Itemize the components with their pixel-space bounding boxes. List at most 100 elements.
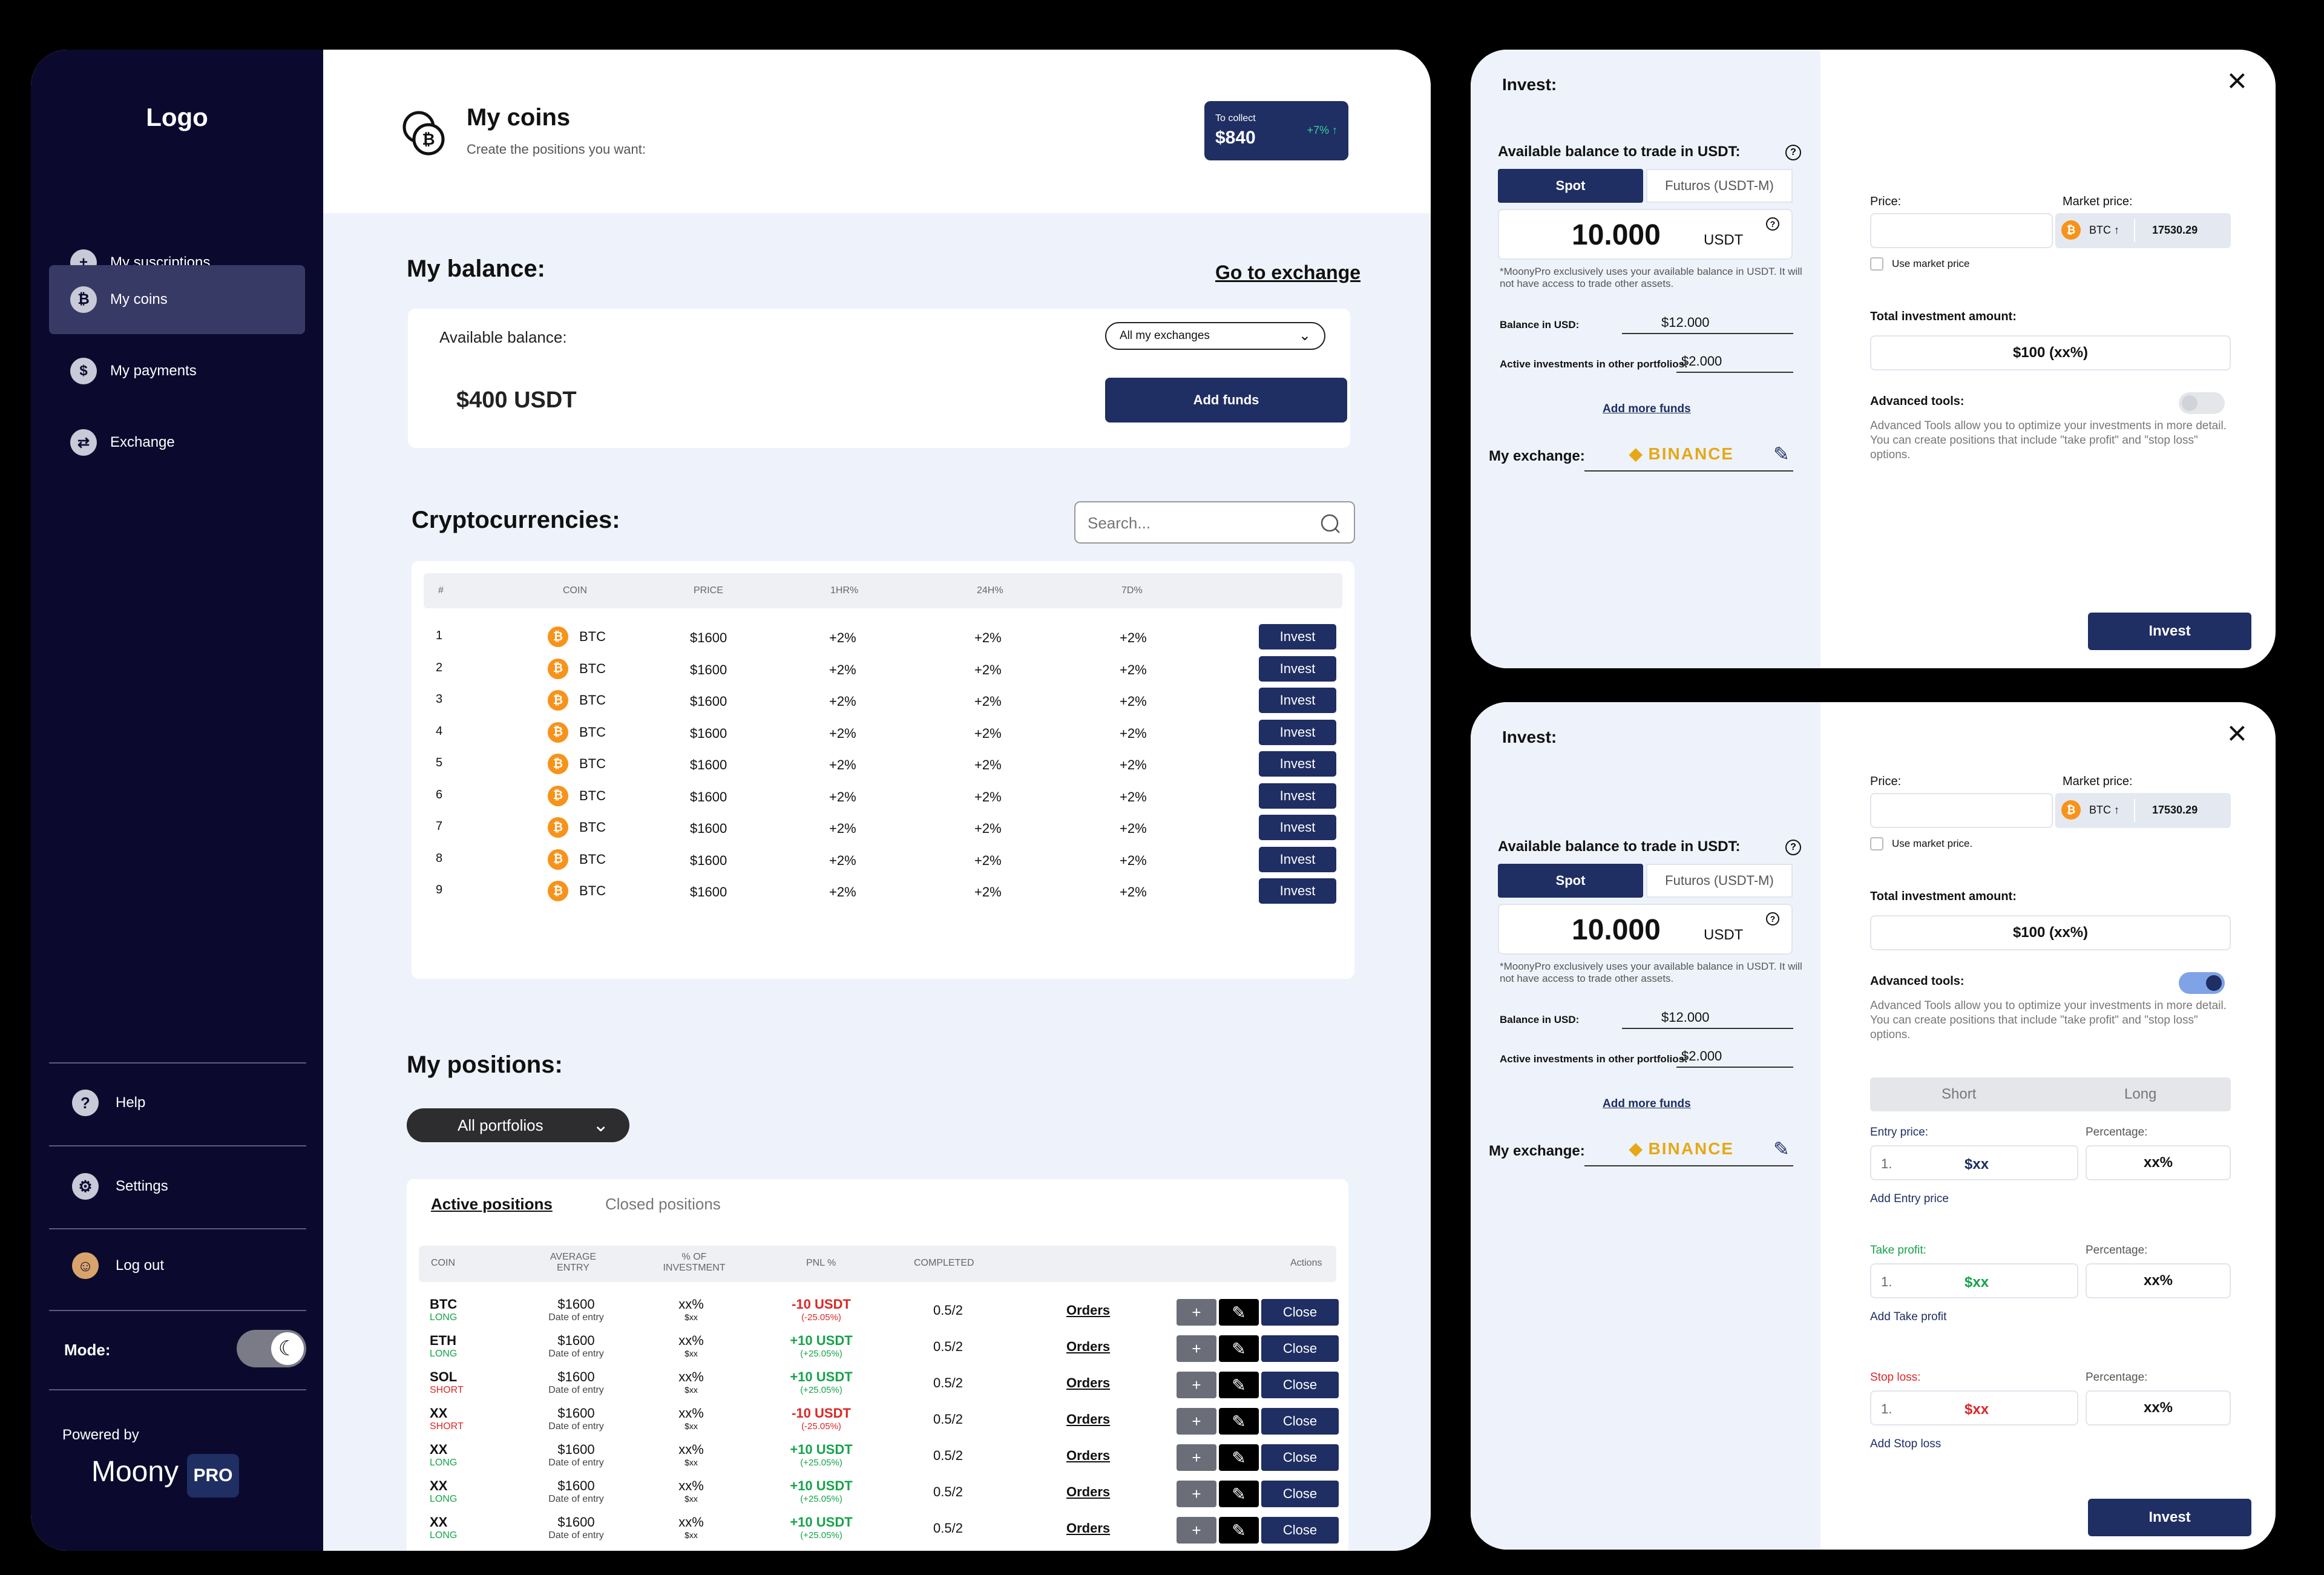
stop-loss-price-input[interactable]: 1. $xx xyxy=(1870,1390,2078,1425)
change-1h: +2% xyxy=(829,884,856,899)
invest-button[interactable]: Invest xyxy=(1259,624,1336,649)
go-to-exchange-link[interactable]: Go to exchange xyxy=(1215,261,1361,283)
tab-spot[interactable]: Spot xyxy=(1498,169,1643,203)
orders-link[interactable]: Orders xyxy=(1066,1521,1111,1536)
mode-label: Mode: xyxy=(64,1341,111,1359)
search-box[interactable] xyxy=(1074,501,1355,544)
total-investment-input[interactable]: $100 (xx%) xyxy=(1870,335,2231,370)
edit-button[interactable]: ✎ xyxy=(1219,1335,1259,1362)
close-position-button[interactable]: Close xyxy=(1261,1299,1339,1326)
pencil-icon: ✎ xyxy=(1232,1375,1246,1395)
add-button[interactable]: + xyxy=(1177,1517,1216,1544)
edit-button[interactable]: ✎ xyxy=(1219,1372,1259,1398)
add-funds-button[interactable]: Add funds xyxy=(1105,378,1347,423)
orders-link[interactable]: Orders xyxy=(1066,1375,1111,1390)
orders-link[interactable]: Orders xyxy=(1066,1412,1111,1427)
invest-button[interactable]: Invest xyxy=(2088,613,2251,650)
row-number: 8 xyxy=(436,851,443,865)
add-button[interactable]: + xyxy=(1177,1481,1216,1507)
take-profit-price-input[interactable]: 1. $xx xyxy=(1870,1263,2078,1298)
close-position-button[interactable]: Close xyxy=(1261,1372,1339,1398)
price-input[interactable] xyxy=(1870,793,2053,828)
invest-button[interactable]: Invest xyxy=(1259,719,1336,745)
advanced-tools-toggle[interactable] xyxy=(2179,972,2225,994)
add-button[interactable]: + xyxy=(1177,1299,1216,1326)
invest-button[interactable]: Invest xyxy=(1259,688,1336,713)
tab-spot[interactable]: Spot xyxy=(1498,864,1643,898)
mode-toggle[interactable]: ☾ xyxy=(237,1330,306,1367)
add-button[interactable]: + xyxy=(1177,1408,1216,1435)
divider xyxy=(49,1145,306,1146)
edit-button[interactable]: ✎ xyxy=(1219,1517,1259,1544)
change-1h: +2% xyxy=(829,757,856,772)
orders-link[interactable]: Orders xyxy=(1066,1448,1111,1463)
value-placeholder: $xx xyxy=(1965,1156,1989,1172)
position-pnl-percent: (+25.05%) xyxy=(800,1349,842,1359)
edit-button[interactable]: ✎ xyxy=(1219,1444,1259,1471)
orders-link[interactable]: Orders xyxy=(1066,1303,1111,1318)
invest-button[interactable]: Invest xyxy=(1259,878,1336,904)
modal-title: Invest: xyxy=(1502,75,1557,94)
add-stop-loss-link[interactable]: Add Stop loss xyxy=(1870,1438,1942,1450)
edit-button[interactable]: ✎ xyxy=(1219,1481,1259,1507)
add-button[interactable]: + xyxy=(1177,1335,1216,1362)
invest-button[interactable]: Invest xyxy=(1259,815,1336,840)
add-button[interactable]: + xyxy=(1177,1444,1216,1471)
add-more-funds-link[interactable]: Add more funds xyxy=(1603,1097,1691,1110)
position-percent: xx% xyxy=(678,1406,704,1421)
logout-link[interactable]: ☺ Log out xyxy=(72,1252,164,1279)
col-header: 7D% xyxy=(1121,585,1143,596)
tab-futures[interactable]: Futuros (USDT-M) xyxy=(1646,864,1793,898)
advanced-tools-toggle[interactable] xyxy=(2179,392,2225,414)
close-icon[interactable]: × xyxy=(2227,61,2247,99)
total-investment-input[interactable]: $100 (xx%) xyxy=(1870,915,2231,950)
take-profit-percent-input[interactable]: xx% xyxy=(2086,1263,2231,1298)
underline xyxy=(1584,1165,1793,1166)
add-take-profit-link[interactable]: Add Take profit xyxy=(1870,1310,1947,1323)
orders-link[interactable]: Orders xyxy=(1066,1339,1111,1354)
add-button[interactable]: + xyxy=(1177,1372,1216,1398)
use-market-checkbox[interactable] xyxy=(1870,837,1883,850)
invest-button[interactable]: Invest xyxy=(1259,751,1336,777)
tab-futures[interactable]: Futuros (USDT-M) xyxy=(1646,169,1793,203)
use-market-checkbox[interactable] xyxy=(1870,257,1883,271)
col-header: PRICE xyxy=(694,585,723,596)
sidebar-item-my-coins[interactable]: ₿ My coins xyxy=(49,265,305,334)
close-position-button[interactable]: Close xyxy=(1261,1408,1339,1435)
close-position-button[interactable]: Close xyxy=(1261,1517,1339,1544)
stop-loss-percent-input[interactable]: xx% xyxy=(2086,1390,2231,1425)
close-position-button[interactable]: Close xyxy=(1261,1481,1339,1507)
invest-button[interactable]: Invest xyxy=(2088,1499,2251,1536)
orders-link[interactable]: Orders xyxy=(1066,1484,1111,1499)
exchange-select[interactable]: All my exchanges ⌄ xyxy=(1105,322,1325,350)
search-input[interactable] xyxy=(1088,512,1305,534)
close-icon[interactable]: × xyxy=(2227,714,2247,752)
active-investments-label: Active investments in other portfolios: xyxy=(1500,1053,1688,1065)
invest-button[interactable]: Invest xyxy=(1259,656,1336,682)
tab-closed-positions[interactable]: Closed positions xyxy=(605,1195,721,1213)
sidebar-item-payments[interactable]: $ My payments xyxy=(49,337,305,406)
col-header: COIN xyxy=(563,585,587,596)
edit-button[interactable]: ✎ xyxy=(1219,1299,1259,1326)
entry-price-input[interactable]: 1. $xx xyxy=(1870,1145,2078,1180)
help-link[interactable]: ? Help xyxy=(72,1090,145,1116)
invest-button[interactable]: Invest xyxy=(1259,783,1336,809)
add-entry-link[interactable]: Add Entry price xyxy=(1870,1192,1949,1205)
pencil-icon[interactable]: ✎ xyxy=(1773,1138,1790,1160)
invest-button[interactable]: Invest xyxy=(1259,846,1336,872)
entry-percent-input[interactable]: xx% xyxy=(2086,1145,2231,1180)
close-position-button[interactable]: Close xyxy=(1261,1444,1339,1471)
add-more-funds-link[interactable]: Add more funds xyxy=(1603,403,1691,415)
pencil-icon[interactable]: ✎ xyxy=(1773,443,1790,465)
close-position-button[interactable]: Close xyxy=(1261,1335,1339,1362)
long-option[interactable]: Long xyxy=(2124,1086,2157,1102)
to-collect-card[interactable]: To collect $840 +7% ↑ xyxy=(1204,101,1348,160)
portfolio-select[interactable]: All portfolios ⌄ xyxy=(407,1108,629,1142)
tab-active-positions[interactable]: Active positions xyxy=(431,1195,553,1213)
short-option[interactable]: Short xyxy=(1942,1086,1977,1102)
edit-button[interactable]: ✎ xyxy=(1219,1408,1259,1435)
price-input[interactable] xyxy=(1870,213,2053,248)
sidebar-item-exchange[interactable]: ⇄ Exchange xyxy=(49,408,305,477)
position-pnl: -10 USDT xyxy=(792,1297,851,1312)
settings-link[interactable]: ⚙ Settings xyxy=(72,1173,168,1200)
